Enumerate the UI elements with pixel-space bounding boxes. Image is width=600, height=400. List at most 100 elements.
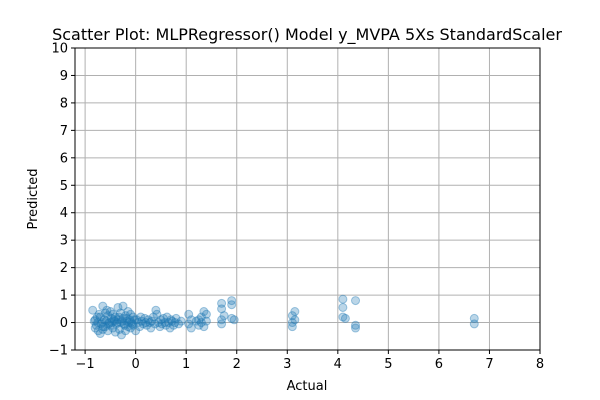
data-point [117,330,126,340]
data-point [103,326,113,336]
data-point [227,300,237,310]
data-point [176,316,186,326]
data-point [150,319,160,329]
data-point [146,323,156,333]
data-point [118,313,128,323]
data-point [108,323,118,333]
data-point [162,312,172,322]
data-point [114,312,124,322]
data-point [135,322,145,332]
chart-title: Scatter Plot: MLPRegressor() Model y_MVP… [52,25,562,45]
x-axis-label: Actual [287,379,328,394]
data-point [287,318,297,328]
data-point [166,315,176,325]
data-point [186,315,196,325]
data-point [121,311,131,321]
data-point [91,320,101,330]
data-point [184,309,194,319]
data-point [92,312,102,322]
data-point [102,305,112,315]
data-point [113,315,123,325]
data-point [196,318,206,328]
data-point [184,319,194,329]
data-point [340,313,350,323]
data-point [96,319,106,329]
x-tick-label: 7 [485,357,493,372]
data-point [128,320,138,330]
data-point [217,298,227,308]
data-point [123,307,133,317]
y-tick-label: 6 [60,151,68,166]
y-tick-label: 8 [60,96,68,111]
y-tick-label: 0 [60,316,68,331]
data-point [105,320,115,330]
data-point [290,307,300,317]
y-tick-label: 2 [60,261,68,276]
data-point [194,315,204,325]
data-point [119,319,129,329]
data-point [111,319,121,329]
data-point [201,309,211,319]
data-point [155,322,165,332]
data-point [229,315,239,325]
data-point [128,312,138,322]
x-tick-label: 3 [283,357,291,372]
data-point [217,315,227,325]
data-point [124,318,134,328]
data-point [120,320,130,330]
data-point [165,323,175,333]
data-point [143,315,153,325]
data-point [153,318,163,328]
y-tick-label: 10 [51,42,68,57]
x-axis-ticks: −1 0 1 2 3 4 5 6 7 8 [76,350,544,372]
data-point [104,318,114,328]
data-point [157,319,167,329]
data-point [109,316,119,326]
data-point [351,323,361,333]
data-point [117,316,127,326]
data-point [141,318,151,328]
data-point [351,296,361,306]
data-point [126,323,136,333]
data-point [93,318,103,328]
data-point [101,316,111,326]
data-point [97,318,107,328]
data-point [104,319,114,329]
data-point [118,301,128,311]
data-point [217,319,227,329]
data-point [106,313,116,323]
data-point [110,312,120,322]
data-point [138,319,148,329]
y-tick-label: 4 [60,206,68,221]
data-point [142,320,152,330]
data-point [90,315,100,325]
data-point [109,315,119,325]
data-point [227,313,237,323]
y-axis-label: Predicted [26,168,41,229]
data-point [98,301,108,311]
data-point [160,318,170,328]
data-point [89,316,99,326]
data-point [113,302,123,312]
data-point [122,313,132,323]
data-point [98,322,108,332]
data-point [114,324,124,334]
data-point [100,308,110,318]
data-point [132,315,142,325]
data-point [131,326,141,336]
data-point [152,309,162,319]
data-point [338,302,348,312]
data-point [170,318,180,328]
data-point [88,305,98,315]
data-point [151,305,161,315]
data-point [164,318,174,328]
data-point [287,311,297,321]
data-point [199,322,209,332]
data-point [108,309,118,319]
x-tick-label: 8 [536,357,544,372]
data-point [147,316,157,326]
data-point [123,322,133,332]
y-tick-label: 9 [60,69,68,84]
